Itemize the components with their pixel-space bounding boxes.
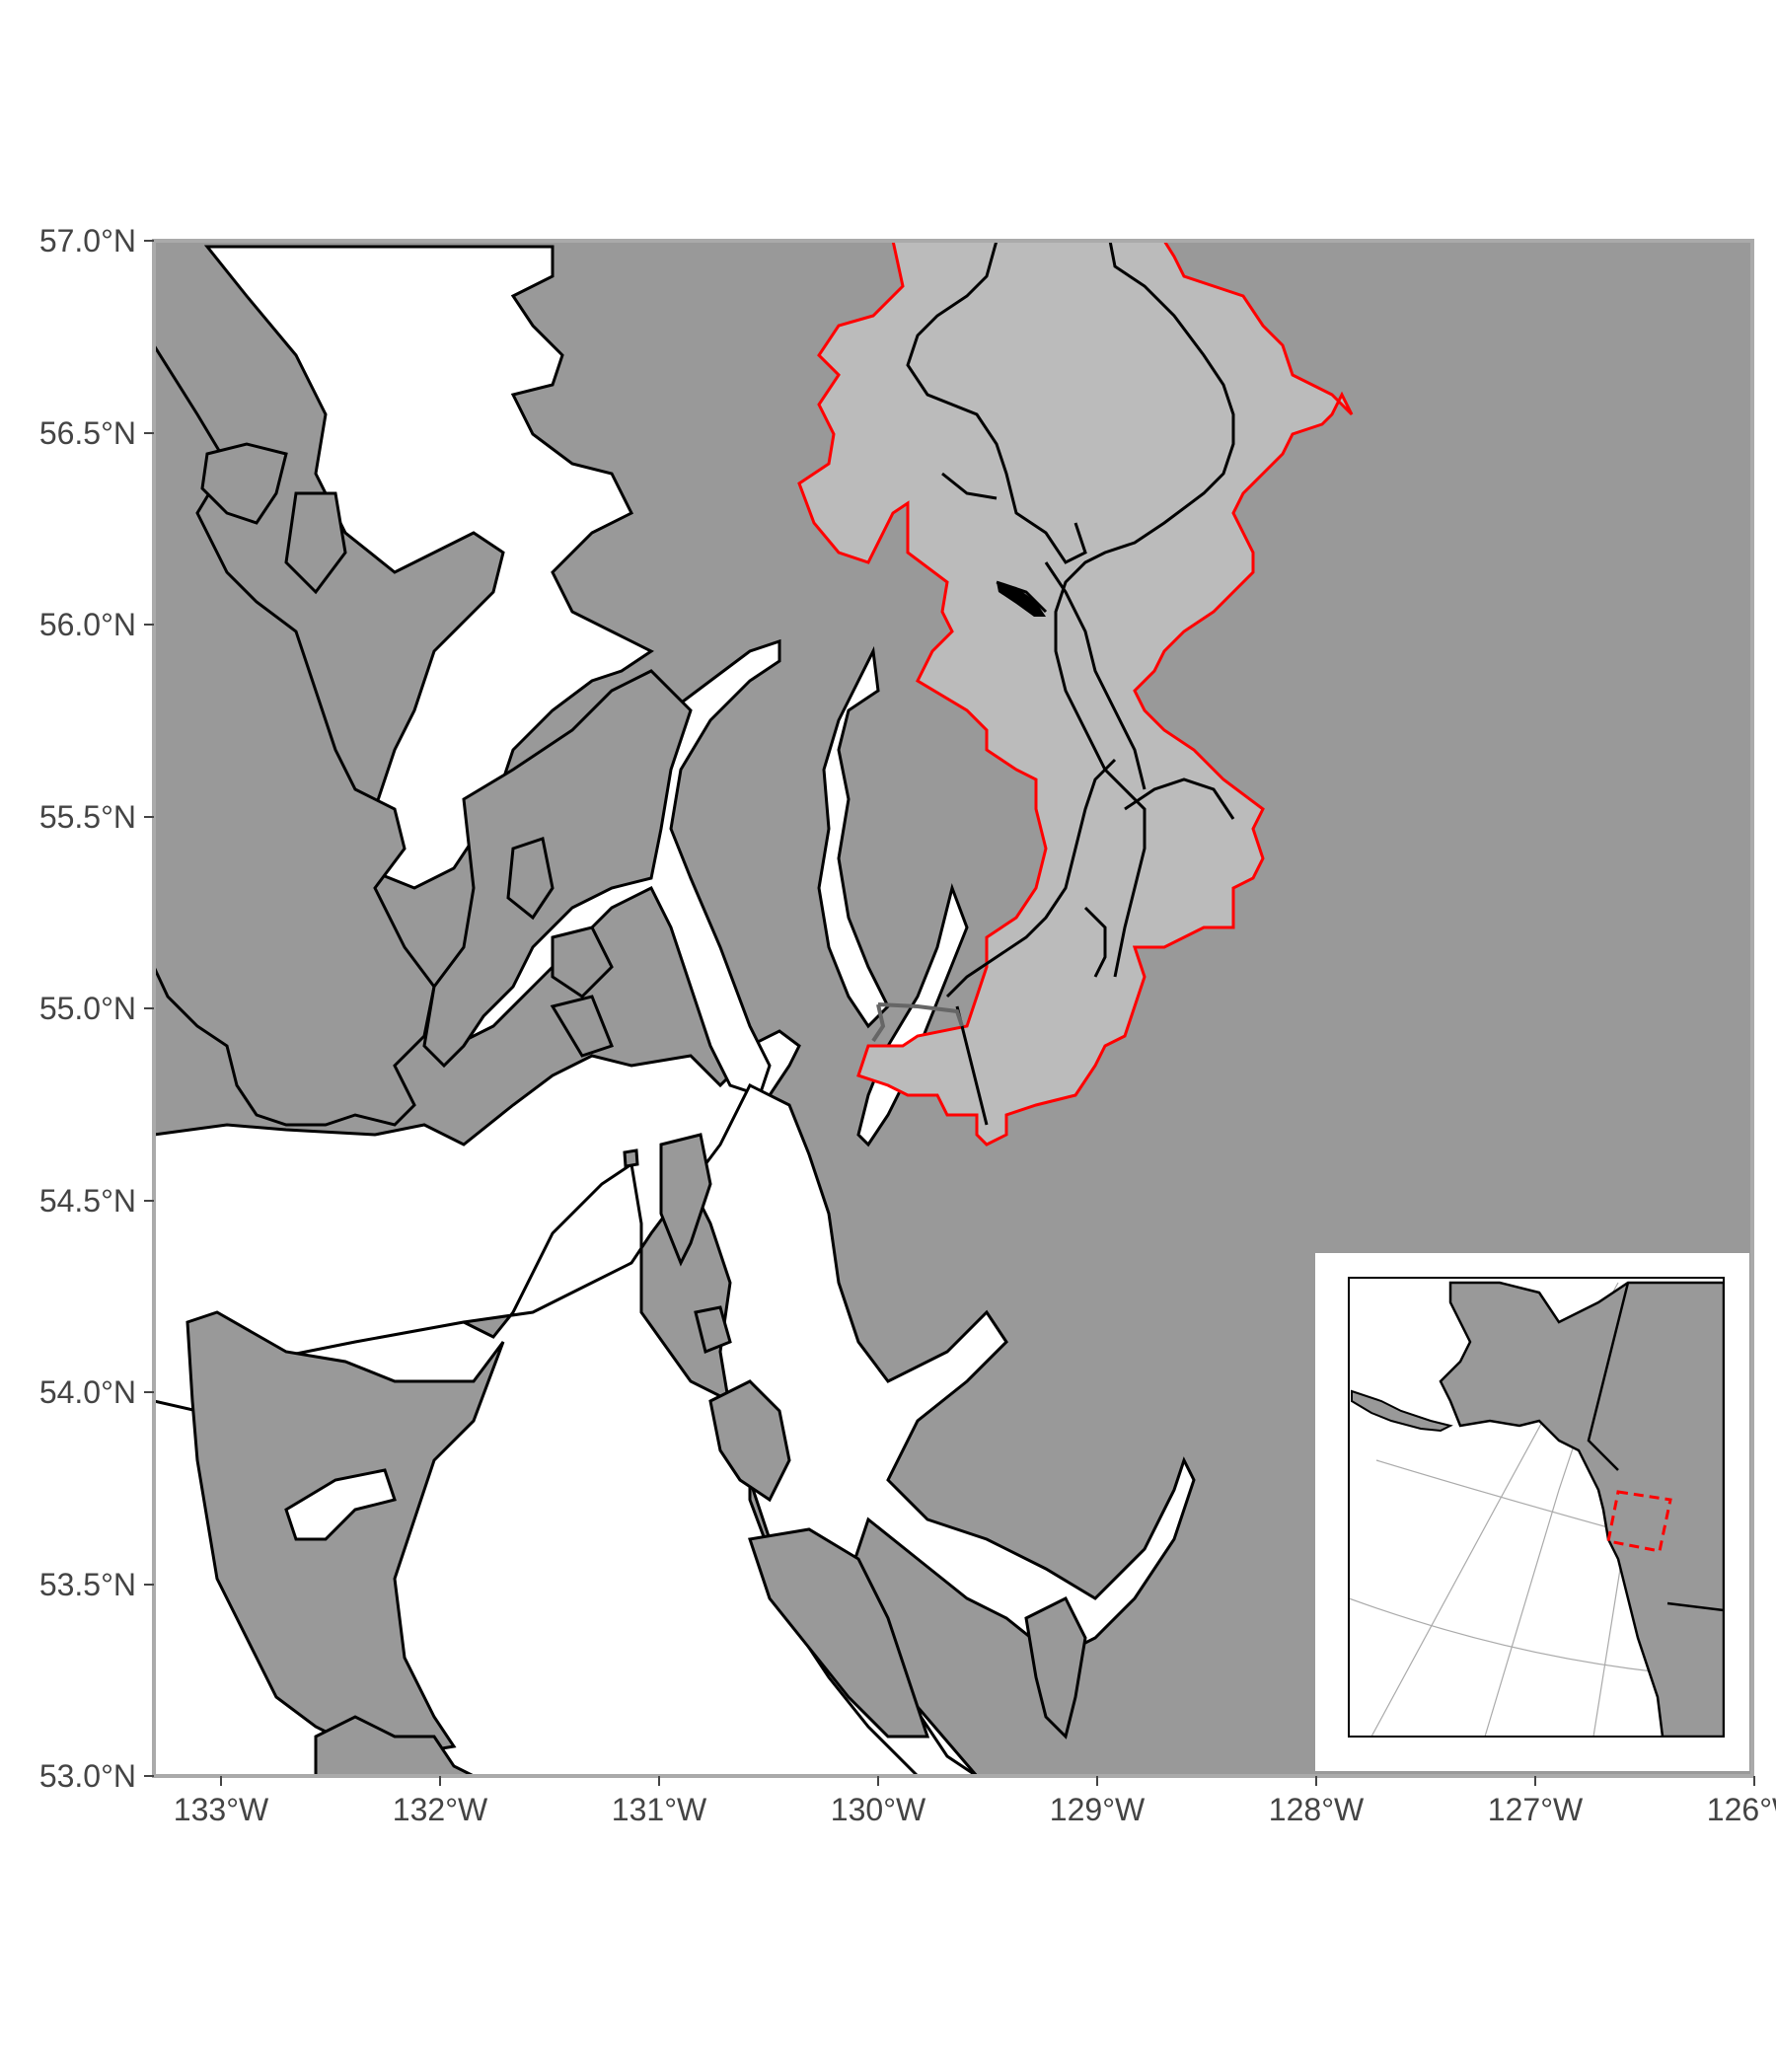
rivers <box>906 241 1235 1126</box>
island-small-west-4 <box>551 925 614 999</box>
x-tick-label: 132°W <box>393 1792 488 1827</box>
x-tick-label: 127°W <box>1488 1792 1584 1827</box>
channel-clarence-strait <box>203 245 654 890</box>
river-stikine <box>906 241 1087 564</box>
inset-ak-bc-border <box>1587 1282 1630 1471</box>
island-graham <box>185 1310 505 1758</box>
inset-map <box>1315 1253 1749 1771</box>
island-revillagigedo <box>422 669 693 1069</box>
x-tick-label: 128°W <box>1269 1792 1365 1827</box>
island-pitt <box>708 1379 791 1503</box>
lake-1 <box>997 582 1046 617</box>
island-banks <box>1024 1595 1087 1739</box>
river-unuk <box>1044 561 1147 790</box>
river-trib-2 <box>1083 906 1107 978</box>
island-small-west-2 <box>284 491 347 595</box>
x-tick-label: 129°W <box>1050 1792 1146 1827</box>
island-dundas <box>659 1133 712 1267</box>
international-border <box>871 1002 964 1043</box>
y-tick-label: 54.0°N <box>39 1374 136 1410</box>
island-tiny-1 <box>694 1305 732 1355</box>
haida-inlet <box>284 1468 397 1541</box>
inset-aleutians <box>1351 1389 1453 1433</box>
main-map-panel <box>154 241 1752 1776</box>
y-tick-label: 54.5°N <box>39 1183 136 1219</box>
river-bell-irving <box>1124 777 1235 820</box>
axis-ticks <box>144 240 1755 1786</box>
y-tick-label: 57.0°N <box>39 223 136 259</box>
river-trib-1 <box>941 472 998 500</box>
y-tick-label: 53.5°N <box>39 1567 136 1602</box>
y-tick-label: 53.0°N <box>39 1758 136 1794</box>
inset-frame <box>1348 1277 1725 1738</box>
island-small-west-3 <box>506 837 555 921</box>
x-tick-label: 130°W <box>831 1792 926 1827</box>
inset-us-canada-border <box>1666 1601 1724 1612</box>
inset-study-area-box <box>1606 1490 1672 1553</box>
island-small-west-1 <box>200 442 288 525</box>
island-tiny-2 <box>623 1148 639 1168</box>
x-tick-label: 126°W <box>1707 1792 1776 1827</box>
island-moresby <box>314 1715 475 1776</box>
river-nass <box>945 758 1117 999</box>
y-tick-label: 56.0°N <box>39 607 136 642</box>
x-axis-labels: 133°W 132°W 131°W 130°W 129°W 128°W 127°… <box>174 1792 1776 1827</box>
y-tick-label: 55.5°N <box>39 799 136 835</box>
y-axis-labels: 57.0°N 56.5°N 56.0°N 55.5°N 55.0°N 54.5°… <box>39 223 136 1794</box>
y-tick-label: 56.5°N <box>39 415 136 451</box>
island-porcher <box>748 1527 930 1739</box>
x-tick-label: 131°W <box>612 1792 707 1827</box>
x-tick-label: 133°W <box>174 1792 269 1827</box>
river-iskut <box>1054 241 1235 978</box>
island-small-west-5 <box>550 995 614 1058</box>
y-tick-label: 55.0°N <box>39 991 136 1026</box>
watershed-area <box>797 241 1354 1147</box>
